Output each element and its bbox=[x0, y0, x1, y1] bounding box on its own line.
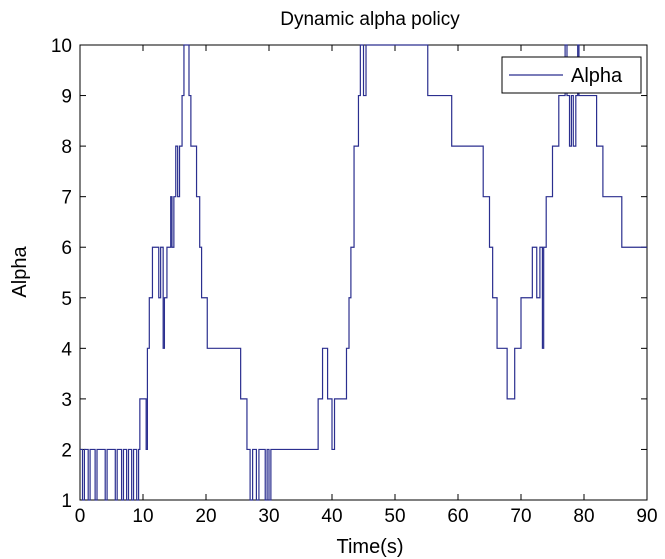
y-axis-title: Alpha bbox=[9, 246, 31, 298]
legend: Alpha bbox=[501, 56, 642, 94]
y-tick-label: 8 bbox=[61, 137, 72, 158]
y-tick-label: 7 bbox=[61, 188, 72, 209]
y-tick-label: 10 bbox=[51, 36, 72, 57]
y-tick-label: 1 bbox=[61, 491, 72, 512]
x-tick-label: 0 bbox=[75, 506, 86, 527]
series-line-alpha bbox=[80, 44, 647, 501]
chart-title: Dynamic alpha policy bbox=[280, 9, 460, 30]
x-tick-label: 90 bbox=[636, 506, 657, 527]
y-tick-label: 3 bbox=[61, 390, 72, 411]
x-tick-label: 50 bbox=[384, 506, 405, 527]
x-tick-label: 10 bbox=[132, 506, 153, 527]
y-tick-label: 5 bbox=[61, 289, 72, 310]
y-tick-label: 9 bbox=[61, 87, 72, 108]
x-axis-title: Time(s) bbox=[336, 536, 403, 558]
y-tick-label: 4 bbox=[61, 339, 72, 360]
legend-label: Alpha bbox=[571, 65, 623, 87]
x-tick-label: 20 bbox=[195, 506, 216, 527]
x-tick-label: 30 bbox=[258, 506, 279, 527]
x-tick-label: 70 bbox=[510, 506, 531, 527]
x-tick-label: 60 bbox=[447, 506, 468, 527]
x-tick-label: 80 bbox=[573, 506, 594, 527]
y-tick-label: 2 bbox=[61, 440, 72, 461]
y-tick-label: 6 bbox=[61, 238, 72, 259]
axis-ticks: 0 10 20 30 40 50 60 70 80 90 1 2 3 4 5 6 7 8 9 10 bbox=[51, 36, 658, 527]
x-tick-label: 40 bbox=[321, 506, 342, 527]
series-layer bbox=[80, 44, 647, 501]
